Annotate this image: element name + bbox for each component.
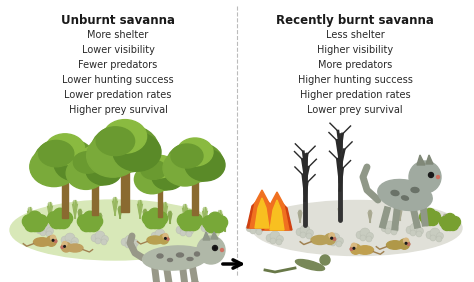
Circle shape — [426, 231, 434, 239]
Circle shape — [366, 232, 374, 239]
Circle shape — [125, 242, 131, 248]
Circle shape — [406, 226, 414, 234]
Circle shape — [155, 229, 165, 239]
Circle shape — [437, 175, 439, 179]
Polygon shape — [426, 155, 433, 164]
Circle shape — [40, 223, 50, 233]
Ellipse shape — [91, 124, 159, 172]
Circle shape — [190, 214, 202, 227]
Text: Lower visibility: Lower visibility — [82, 45, 155, 55]
Text: Higher prey survival: Higher prey survival — [69, 105, 167, 115]
FancyBboxPatch shape — [121, 170, 128, 212]
Ellipse shape — [34, 138, 96, 182]
Circle shape — [46, 236, 56, 246]
Ellipse shape — [356, 246, 374, 254]
Circle shape — [205, 228, 211, 234]
Circle shape — [65, 240, 71, 246]
Circle shape — [385, 228, 391, 234]
Circle shape — [131, 243, 137, 249]
Polygon shape — [211, 232, 218, 239]
Circle shape — [54, 215, 67, 229]
Circle shape — [51, 235, 55, 240]
Ellipse shape — [45, 134, 85, 165]
Circle shape — [131, 239, 138, 246]
Circle shape — [220, 248, 224, 252]
Polygon shape — [203, 232, 210, 240]
Ellipse shape — [252, 201, 462, 255]
Circle shape — [187, 217, 200, 231]
Circle shape — [95, 231, 105, 241]
Circle shape — [351, 243, 356, 248]
Ellipse shape — [194, 246, 212, 260]
Circle shape — [445, 213, 456, 224]
Circle shape — [350, 248, 353, 250]
Ellipse shape — [176, 253, 183, 257]
Ellipse shape — [86, 156, 122, 185]
Circle shape — [163, 233, 168, 238]
Circle shape — [87, 218, 100, 232]
Text: Higher visibility: Higher visibility — [317, 45, 393, 55]
FancyBboxPatch shape — [92, 184, 98, 215]
Circle shape — [256, 229, 262, 235]
Circle shape — [36, 226, 44, 234]
Circle shape — [212, 219, 225, 233]
Circle shape — [90, 215, 102, 228]
Ellipse shape — [103, 120, 146, 153]
Circle shape — [417, 228, 423, 235]
Circle shape — [72, 237, 79, 244]
Circle shape — [159, 234, 169, 244]
Circle shape — [307, 230, 313, 237]
Circle shape — [32, 218, 45, 232]
Circle shape — [166, 238, 169, 240]
Circle shape — [329, 233, 334, 238]
Circle shape — [266, 234, 274, 242]
Circle shape — [148, 215, 162, 229]
Ellipse shape — [113, 133, 161, 171]
Circle shape — [205, 221, 215, 231]
Circle shape — [391, 229, 397, 235]
Ellipse shape — [411, 188, 419, 193]
Circle shape — [155, 236, 161, 242]
Circle shape — [142, 212, 155, 225]
Text: Lower predation rates: Lower predation rates — [64, 90, 172, 100]
Circle shape — [385, 221, 395, 231]
Circle shape — [409, 161, 441, 193]
Polygon shape — [250, 190, 274, 228]
Circle shape — [209, 219, 222, 233]
Circle shape — [205, 219, 218, 233]
Circle shape — [52, 239, 54, 241]
Circle shape — [214, 216, 228, 229]
Circle shape — [145, 215, 158, 229]
Text: Unburnt savanna: Unburnt savanna — [61, 14, 175, 27]
Circle shape — [270, 231, 280, 241]
Ellipse shape — [66, 157, 106, 190]
Circle shape — [101, 235, 109, 243]
Circle shape — [437, 232, 444, 239]
Circle shape — [326, 236, 334, 244]
Text: More predators: More predators — [318, 60, 392, 70]
Circle shape — [360, 235, 366, 241]
Circle shape — [320, 255, 330, 265]
Circle shape — [330, 233, 340, 243]
Circle shape — [325, 234, 335, 244]
Circle shape — [62, 242, 67, 246]
Circle shape — [180, 230, 186, 236]
Circle shape — [61, 246, 64, 248]
Text: Lower prey survival: Lower prey survival — [307, 105, 403, 115]
Ellipse shape — [177, 138, 213, 166]
Circle shape — [83, 218, 97, 232]
Circle shape — [121, 238, 129, 246]
Ellipse shape — [147, 236, 163, 244]
Circle shape — [381, 224, 389, 232]
Circle shape — [197, 236, 225, 264]
Circle shape — [410, 230, 416, 236]
Circle shape — [71, 241, 77, 247]
Circle shape — [276, 239, 282, 245]
Circle shape — [333, 238, 336, 241]
Circle shape — [403, 238, 409, 243]
Circle shape — [59, 212, 73, 225]
Ellipse shape — [163, 150, 207, 186]
Circle shape — [180, 217, 193, 231]
Circle shape — [430, 228, 440, 238]
